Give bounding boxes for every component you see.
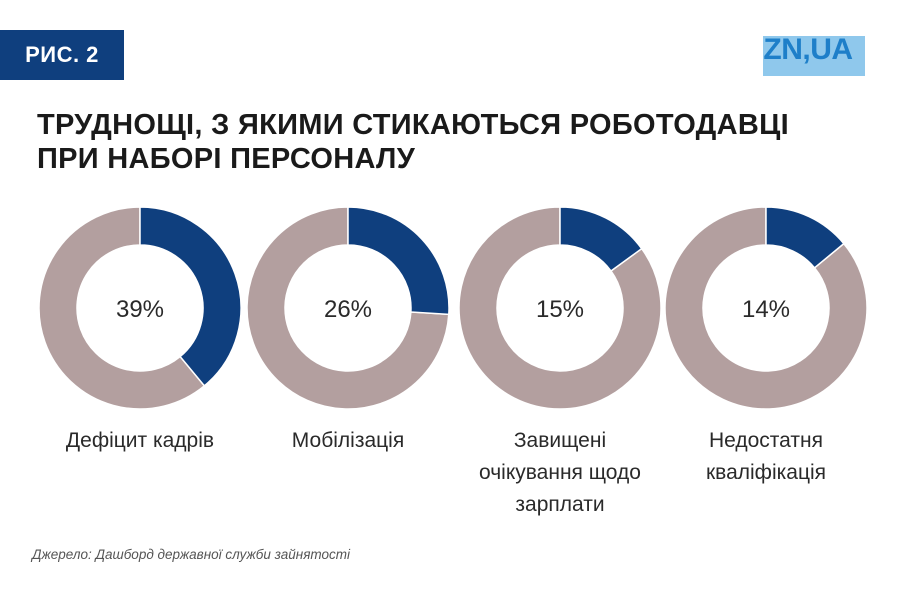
category-label-line: Недостатня — [708, 429, 823, 452]
category-label: Недостатня кваліфікація — [666, 425, 866, 489]
donut-value-slice — [347, 206, 450, 316]
chart-title-line-2: ПРИ НАБОРІ ПЕРСОНАЛУ — [37, 143, 416, 175]
donut-percent-label: 39% — [116, 296, 164, 323]
donut-percent-label: 14% — [742, 296, 790, 323]
category-label-line: зарплати — [515, 493, 605, 516]
donut-remainder-slice — [664, 206, 868, 410]
donut-remainder-slice — [246, 206, 450, 410]
donut-remainder-slice — [458, 206, 662, 410]
source-note: Джерело: Дашборд державної служби зайнят… — [32, 547, 351, 562]
category-label-line: очікування щодо — [479, 461, 641, 484]
donut-charts: 39% 26% 15% 14% — [38, 206, 868, 410]
donut-percent-label: 15% — [536, 296, 584, 323]
category-label: Дефіцит кадрів — [40, 425, 240, 457]
category-label-line: кваліфікація — [705, 461, 827, 484]
donut-value-slice — [765, 206, 845, 269]
figure-badge: РИС. 2 — [0, 30, 124, 80]
category-label-line: Мобілізація — [291, 429, 405, 452]
category-label: Мобілізація — [248, 425, 448, 457]
donut-remainder-slice — [38, 206, 206, 410]
chart-title-line-1: ТРУДНОЩІ, З ЯКИМИ СТИКАЮТЬСЯ РОБОТОДАВЦІ — [37, 109, 789, 141]
category-label: Завищені очікування щодо зарплати — [460, 425, 660, 521]
donut-percent-label: 26% — [324, 296, 372, 323]
logo-shadow — [763, 36, 865, 76]
donut-value-slice — [559, 206, 643, 273]
category-label-line: Завищені — [513, 429, 607, 452]
zn-ua-logo: ZN,UA — [757, 30, 865, 76]
logo-text: ZN,UA — [763, 33, 853, 66]
category-label-line: Дефіцит кадрів — [65, 429, 215, 452]
donut-value-slice — [139, 206, 242, 387]
chart-title: ТРУДНОЩІ, З ЯКИМИ СТИКАЮТЬСЯ РОБОТОДАВЦІ… — [37, 108, 877, 176]
